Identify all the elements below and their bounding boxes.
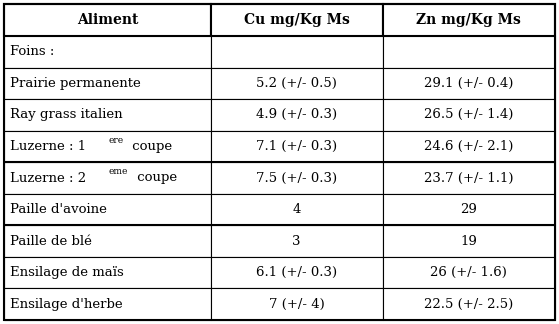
Text: coupe: coupe <box>128 140 172 153</box>
Bar <box>211 225 383 257</box>
Text: Prairie permanente: Prairie permanente <box>10 77 141 90</box>
Bar <box>211 68 383 99</box>
Bar <box>4 68 211 99</box>
Text: 22.5 (+/- 2.5): 22.5 (+/- 2.5) <box>424 298 514 311</box>
Text: Aliment: Aliment <box>77 13 138 27</box>
Bar <box>383 4 555 36</box>
Text: 4: 4 <box>292 203 301 216</box>
Text: 26.5 (+/- 1.4): 26.5 (+/- 1.4) <box>424 109 514 122</box>
Bar <box>383 194 555 225</box>
Bar <box>383 99 555 131</box>
Bar <box>4 99 211 131</box>
Text: ere: ere <box>108 136 124 145</box>
Bar <box>383 68 555 99</box>
Bar <box>211 288 383 320</box>
Text: Cu mg/Kg Ms: Cu mg/Kg Ms <box>244 13 350 27</box>
Text: 7.5 (+/- 0.3): 7.5 (+/- 0.3) <box>256 171 337 184</box>
Bar <box>383 36 555 68</box>
Text: 4.9 (+/- 0.3): 4.9 (+/- 0.3) <box>256 109 337 122</box>
Bar <box>4 162 211 194</box>
Text: Foins :: Foins : <box>10 45 54 58</box>
Bar <box>383 162 555 194</box>
Bar <box>383 257 555 288</box>
Text: Paille d'avoine: Paille d'avoine <box>10 203 107 216</box>
Text: coupe: coupe <box>133 171 177 184</box>
Text: Luzerne : 1: Luzerne : 1 <box>10 140 86 153</box>
Bar <box>4 131 211 162</box>
Text: Ray grass italien: Ray grass italien <box>10 109 122 122</box>
Bar <box>4 194 211 225</box>
Text: Zn mg/Kg Ms: Zn mg/Kg Ms <box>416 13 522 27</box>
Text: 3: 3 <box>292 235 301 248</box>
Text: 29: 29 <box>461 203 477 216</box>
Text: 29.1 (+/- 0.4): 29.1 (+/- 0.4) <box>424 77 514 90</box>
Bar <box>211 257 383 288</box>
Bar <box>211 4 383 36</box>
Bar <box>383 225 555 257</box>
Text: 6.1 (+/- 0.3): 6.1 (+/- 0.3) <box>256 266 337 279</box>
Text: eme: eme <box>108 167 127 176</box>
Bar <box>4 257 211 288</box>
Bar <box>4 288 211 320</box>
Text: Luzerne : 2: Luzerne : 2 <box>10 171 86 184</box>
Text: 23.7 (+/- 1.1): 23.7 (+/- 1.1) <box>424 171 514 184</box>
Bar <box>211 36 383 68</box>
Bar <box>211 99 383 131</box>
Text: 7 (+/- 4): 7 (+/- 4) <box>269 298 325 311</box>
Bar <box>211 131 383 162</box>
Text: 26 (+/- 1.6): 26 (+/- 1.6) <box>430 266 508 279</box>
Text: 19: 19 <box>461 235 477 248</box>
Bar <box>383 288 555 320</box>
Bar <box>211 194 383 225</box>
Text: 7.1 (+/- 0.3): 7.1 (+/- 0.3) <box>256 140 337 153</box>
Bar <box>211 162 383 194</box>
Bar <box>4 4 211 36</box>
Bar <box>4 225 211 257</box>
Bar <box>383 131 555 162</box>
Text: Ensilage de maïs: Ensilage de maïs <box>10 266 124 279</box>
Text: 24.6 (+/- 2.1): 24.6 (+/- 2.1) <box>424 140 514 153</box>
Text: 5.2 (+/- 0.5): 5.2 (+/- 0.5) <box>256 77 337 90</box>
Text: Ensilage d'herbe: Ensilage d'herbe <box>10 298 122 311</box>
Text: Paille de blé: Paille de blé <box>10 235 92 248</box>
Bar <box>4 36 211 68</box>
